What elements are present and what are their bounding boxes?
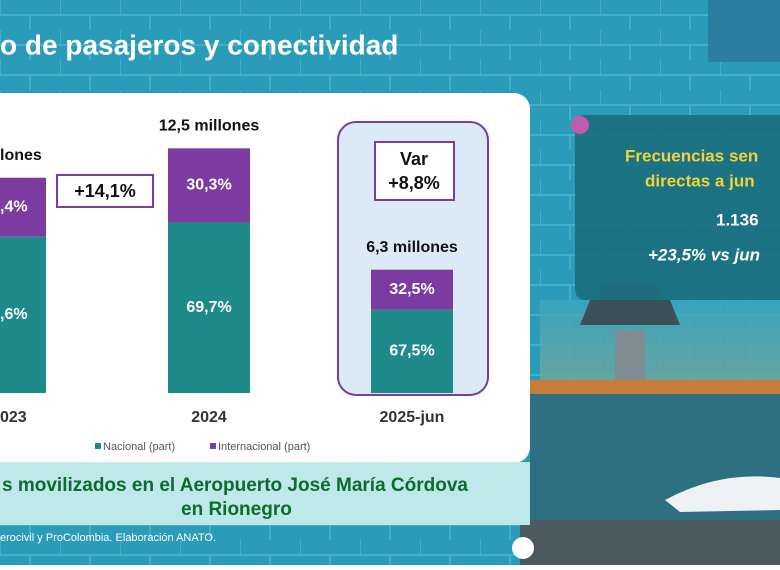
x-tick-label: 2024 bbox=[191, 409, 227, 426]
title: o de pasajeros y conectividad bbox=[0, 29, 398, 60]
growth-label: +14,1% bbox=[74, 181, 136, 201]
flower bbox=[512, 537, 534, 559]
bar-segment bbox=[0, 177, 46, 237]
tower-cab bbox=[580, 300, 680, 325]
x-tick-label: 2025-jun bbox=[380, 409, 445, 426]
segment-label: ,4% bbox=[0, 198, 28, 215]
total-label: 12,5 millones bbox=[159, 118, 260, 135]
total-label: 6,3 millones bbox=[366, 239, 458, 256]
segment-label: 30,3% bbox=[186, 177, 231, 194]
bar-segment bbox=[168, 148, 250, 223]
plane bbox=[665, 476, 780, 512]
x-tick-label: 023 bbox=[0, 409, 27, 426]
bar-segment bbox=[371, 309, 453, 393]
legend-swatch bbox=[210, 443, 216, 449]
flower bbox=[571, 116, 589, 134]
var-box bbox=[374, 141, 455, 201]
side-change: +23,5% vs jun bbox=[648, 245, 760, 264]
segment-label: 32,5% bbox=[389, 281, 434, 298]
ground bbox=[520, 520, 780, 565]
bar-segment bbox=[0, 236, 46, 393]
segment-label: ,6% bbox=[0, 306, 28, 323]
terminal-roof bbox=[530, 380, 780, 394]
caption: s movilizados en el Aeropuerto José Marí… bbox=[2, 475, 468, 496]
side-heading: directas a jun bbox=[645, 171, 755, 190]
total-label: lones bbox=[0, 147, 42, 164]
caption: en Rionegro bbox=[181, 499, 292, 520]
side-heading: Frecuencias sen bbox=[625, 146, 758, 165]
var-label: +8,8% bbox=[388, 173, 440, 193]
var-label: Var bbox=[400, 149, 428, 169]
legend-swatch bbox=[95, 443, 101, 449]
growth-box bbox=[56, 174, 154, 208]
legend-label: Internacional (part) bbox=[218, 441, 310, 453]
legend-label: Nacional (part) bbox=[103, 441, 175, 453]
segment-label: 67,5% bbox=[389, 343, 434, 360]
bar-segment bbox=[371, 269, 453, 310]
logo bbox=[708, 0, 780, 62]
source: erocivil y ProColombia. Elaboración ANAT… bbox=[0, 532, 216, 544]
caption-band bbox=[0, 462, 530, 525]
bar-segment bbox=[168, 222, 250, 393]
segment-label: 69,7% bbox=[186, 299, 231, 316]
side-value: 1.136 bbox=[716, 210, 759, 229]
side-panel bbox=[575, 115, 780, 300]
